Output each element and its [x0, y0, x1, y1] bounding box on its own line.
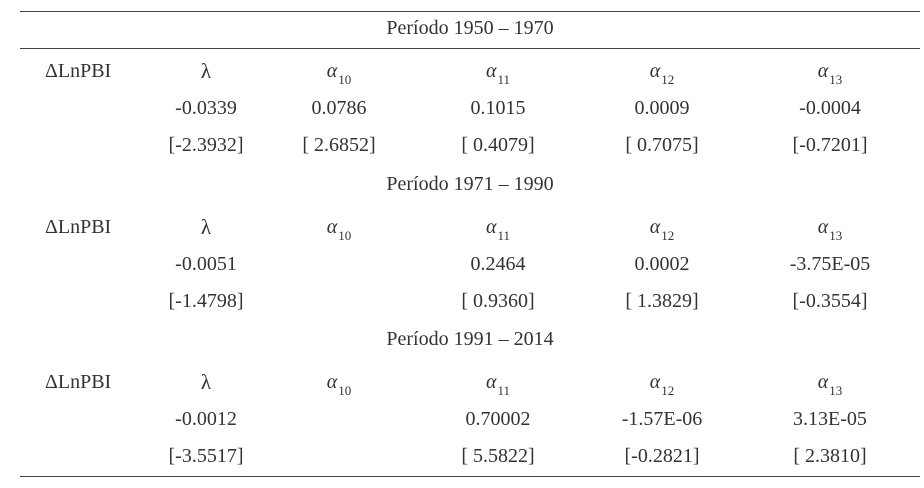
- coefficient-symbol: α: [485, 60, 497, 82]
- coefficient-value: -0.0339: [175, 97, 237, 119]
- coefficient-value: 0.70002: [465, 408, 531, 430]
- coefficient-subscript: 11: [497, 383, 511, 398]
- coefficient-header: α11: [485, 216, 511, 243]
- dependent-variable-label: ΔLnPBI: [45, 371, 112, 393]
- table-header-rule: [20, 48, 920, 49]
- coefficient-subscript: 12: [661, 72, 675, 87]
- coefficient-subscript: 10: [338, 228, 352, 243]
- coefficient-symbol: α: [326, 216, 338, 238]
- coefficient-value: 0.1015: [470, 97, 526, 119]
- coefficient-symbol: λ: [200, 59, 212, 83]
- coefficient-symbol: α: [326, 60, 338, 82]
- coefficient-header: α12: [649, 371, 675, 398]
- dependent-variable-label: ΔLnPBI: [45, 216, 112, 238]
- t-statistic-value: [-2.3932]: [168, 134, 244, 156]
- coefficient-symbol: α: [326, 371, 338, 393]
- t-statistic-value: [-1.4798]: [168, 290, 244, 312]
- coefficient-symbol: α: [817, 216, 829, 238]
- period-title: Período 1950 – 1970: [386, 17, 554, 39]
- t-statistic-value: [-0.7201]: [792, 134, 868, 156]
- t-statistic-value: [-3.5517]: [168, 445, 244, 467]
- coefficient-value: -3.75E-05: [789, 253, 871, 275]
- t-statistic-value: [ 0.9360]: [461, 290, 535, 312]
- coefficient-value: 0.0002: [634, 253, 690, 275]
- coefficient-symbol: α: [485, 216, 497, 238]
- coefficient-subscript: 13: [829, 228, 843, 243]
- coefficient-subscript: 10: [338, 383, 352, 398]
- coefficient-subscript: 10: [338, 72, 352, 87]
- t-statistic-value: [ 0.4079]: [461, 134, 535, 156]
- t-statistic-value: [ 0.7075]: [625, 134, 699, 156]
- coefficient-value: 0.0786: [311, 97, 367, 119]
- table-bottom-rule: [20, 476, 920, 477]
- coefficient-header: α11: [485, 60, 511, 87]
- coefficient-value: -0.0004: [799, 97, 861, 119]
- coefficient-symbol: α: [649, 60, 661, 82]
- t-statistic-value: [ 2.3810]: [793, 445, 867, 467]
- coefficient-subscript: 12: [661, 383, 675, 398]
- coefficient-subscript: 12: [661, 228, 675, 243]
- coefficient-header: λ: [201, 216, 211, 239]
- coefficient-subscript: 11: [497, 72, 511, 87]
- coefficient-symbol: α: [485, 371, 497, 393]
- period-title: Período 1991 – 2014: [386, 328, 554, 350]
- coefficient-header: λ: [201, 371, 211, 394]
- coefficient-value: 0.2464: [470, 253, 526, 275]
- coefficient-value: 0.0009: [634, 97, 690, 119]
- coefficient-header: λ: [201, 60, 211, 83]
- coefficient-symbol: α: [649, 371, 661, 393]
- coefficient-symbol: α: [649, 216, 661, 238]
- coefficient-value: 3.13E-05: [793, 408, 867, 430]
- t-statistic-value: [ 2.6852]: [302, 134, 376, 156]
- coefficient-symbol: α: [817, 371, 829, 393]
- table-top-rule: [20, 11, 920, 12]
- t-statistic-value: [-0.2821]: [624, 445, 700, 467]
- coefficient-header: α12: [649, 216, 675, 243]
- coefficient-subscript: 13: [829, 383, 843, 398]
- coefficient-header: α13: [817, 216, 843, 243]
- t-statistic-value: [-0.3554]: [792, 290, 868, 312]
- coefficient-header: α10: [326, 371, 352, 398]
- coefficient-symbol: λ: [200, 370, 212, 394]
- coefficient-value: -0.0051: [175, 253, 237, 275]
- coefficient-header: α11: [485, 371, 511, 398]
- dependent-variable-label: ΔLnPBI: [45, 60, 112, 82]
- coefficient-subscript: 13: [829, 72, 843, 87]
- coefficient-value: -0.0012: [175, 408, 237, 430]
- coefficient-header: α10: [326, 60, 352, 87]
- coefficient-subscript: 11: [497, 228, 511, 243]
- t-statistic-value: [ 5.5822]: [461, 445, 535, 467]
- coefficient-header: α13: [817, 60, 843, 87]
- coefficient-header: α10: [326, 216, 352, 243]
- coefficient-value: -1.57E-06: [621, 408, 703, 430]
- coefficient-header: α12: [649, 60, 675, 87]
- period-title: Período 1971 – 1990: [386, 173, 554, 195]
- coefficient-symbol: λ: [200, 215, 212, 239]
- coefficient-header: α13: [817, 371, 843, 398]
- t-statistic-value: [ 1.3829]: [625, 290, 699, 312]
- coefficient-symbol: α: [817, 60, 829, 82]
